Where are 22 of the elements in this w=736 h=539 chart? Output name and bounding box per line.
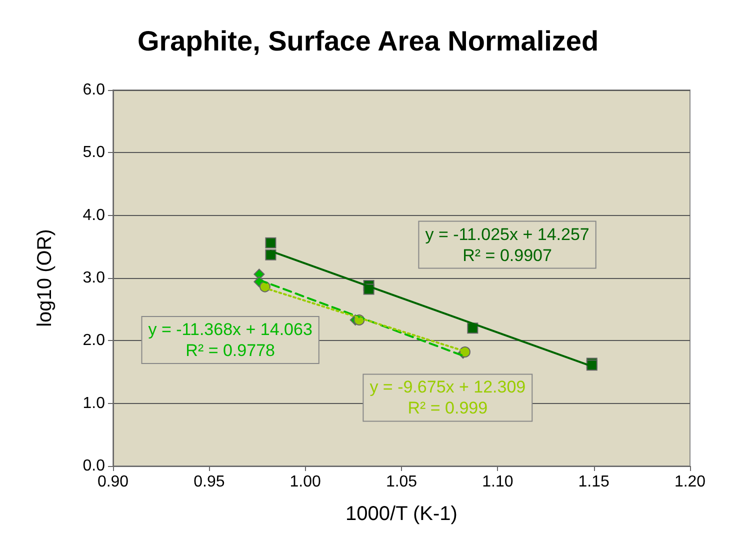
y-tick-label: 1.0 <box>82 394 106 412</box>
y-tick-label: 6.0 <box>82 82 106 98</box>
y-axis-title: log10 (OR) <box>34 229 56 327</box>
x-tick-label: 1.15 <box>578 474 610 490</box>
y-tick-label: 0.0 <box>82 458 106 474</box>
x-tick-label: 1.00 <box>290 474 322 490</box>
annotation: y = -11.368x + 14.063 R² = 0.9778 <box>148 320 312 360</box>
y-tick-label: 5.0 <box>82 144 106 162</box>
y-tick-label: 4.0 <box>82 206 106 224</box>
annotation: y = -9.675x + 12.309 R² = 0.999 <box>370 378 526 418</box>
x-tick-label: 1.20 <box>674 474 706 490</box>
x-tick-label: 1.10 <box>482 474 514 490</box>
point <box>265 237 276 248</box>
y-tick-label: 3.0 <box>82 270 106 286</box>
x-tick-label: 1.05 <box>386 474 418 490</box>
point <box>265 249 276 260</box>
annotation: y = -11.025x + 14.257 R² = 0.9907 <box>425 224 590 265</box>
x-tick-label: 0.95 <box>194 474 225 490</box>
x-tick-label: 0.90 <box>97 474 129 490</box>
y-tick-label: 2.0 <box>82 332 106 350</box>
x-axis-title: 1000/T (K-1) <box>346 503 458 525</box>
chart-title: Graphite, Surface Area Normalized <box>137 26 599 56</box>
